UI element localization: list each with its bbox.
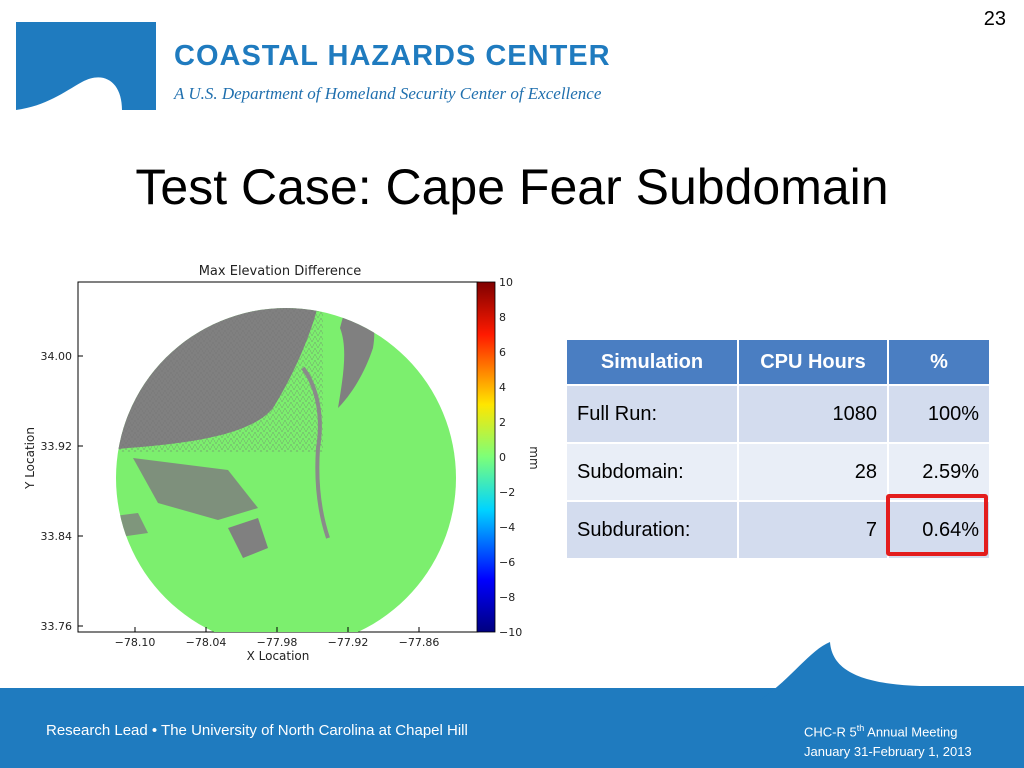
cpu-hours-table: Simulation CPU Hours % Full Run: 1080 10… — [565, 338, 991, 560]
table-cell: Full Run: — [565, 384, 739, 444]
colorbar-tick-label: −6 — [499, 556, 515, 569]
table-header-simulation: Simulation — [565, 338, 739, 386]
footer-meeting-pre: CHC-R 5 — [804, 724, 857, 740]
table-cell: Subduration: — [565, 500, 739, 560]
org-tagline: A U.S. Department of Homeland Security C… — [174, 84, 602, 103]
table-row: Subdomain: 28 2.59% — [565, 442, 991, 502]
footer-left-text: Research Lead • The University of North … — [46, 722, 468, 739]
elevation-heatmap: Max Elevation Difference 34.00 33.92 33.84… — [23, 264, 541, 663]
table-cell: 2.59% — [887, 442, 991, 502]
table-header-percent: % — [887, 338, 991, 386]
colorbar-tick-label: 4 — [499, 381, 506, 394]
table-cell: Subdomain: — [565, 442, 739, 502]
colorbar-label: mm — [527, 446, 541, 469]
x-ticks: −78.10 −78.04 −77.98 −77.92 −77.86 — [115, 627, 440, 649]
table-cell: 1080 — [737, 384, 889, 444]
table-row: Subduration: 7 0.64% — [565, 500, 991, 560]
y-tick-label: 33.76 — [41, 620, 73, 633]
colorbar-tick-label: −8 — [499, 591, 515, 604]
colorbar-tick-label: 10 — [499, 276, 513, 289]
y-tick-label: 34.00 — [41, 350, 73, 363]
table-header-cpu-hours: CPU Hours — [737, 338, 889, 386]
table-cell: 100% — [887, 384, 991, 444]
x-tick-label: −77.86 — [399, 636, 440, 649]
x-tick-label: −78.04 — [186, 636, 227, 649]
footer-meeting-sup: th — [856, 723, 865, 733]
table-row: Full Run: 1080 100% — [565, 384, 991, 444]
colorbar-tick-label: −10 — [499, 626, 522, 639]
colorbar-tick-label: 8 — [499, 311, 506, 324]
y-axis-label: Y Location — [23, 427, 37, 490]
chart-title: Max Elevation Difference — [199, 264, 362, 279]
colorbar-tick-label: 6 — [499, 346, 506, 359]
footer-dates: January 31-February 1, 2013 — [804, 744, 972, 760]
page-title: Test Case: Cape Fear Subdomain — [135, 159, 889, 215]
y-ticks: 34.00 33.92 33.84 33.76 — [41, 350, 83, 633]
colorbar-ticks: 10 8 6 4 2 0 −2 −4 −6 −8 −10 — [499, 276, 522, 639]
colorbar — [476, 281, 496, 633]
x-tick-label: −77.98 — [257, 636, 298, 649]
x-axis-label: X Location — [247, 649, 310, 663]
colorbar-tick-label: −4 — [499, 521, 515, 534]
footer-meeting-post: Annual Meeting — [864, 724, 958, 740]
logo-wave-icon — [16, 22, 156, 110]
colorbar-tick-label: 2 — [499, 416, 506, 429]
footer-wave-icon — [760, 642, 1024, 700]
colorbar-tick-label: −2 — [499, 486, 515, 499]
footer-bar — [0, 688, 1024, 768]
colorbar-tick-label: 0 — [499, 451, 506, 464]
table-cell: 28 — [737, 442, 889, 502]
highlight-box — [886, 494, 988, 556]
table-cell: 0.64% — [887, 500, 991, 560]
footer-right-text: CHC-R 5th Annual Meeting January 31-Febr… — [804, 718, 972, 762]
y-tick-label: 33.92 — [41, 440, 73, 453]
x-tick-label: −78.10 — [115, 636, 156, 649]
y-tick-label: 33.84 — [41, 530, 73, 543]
slide-number: 23 — [983, 8, 1006, 30]
x-tick-label: −77.92 — [328, 636, 369, 649]
org-name: COASTAL HAZARDS CENTER — [174, 40, 611, 72]
table-cell: 7 — [737, 500, 889, 560]
